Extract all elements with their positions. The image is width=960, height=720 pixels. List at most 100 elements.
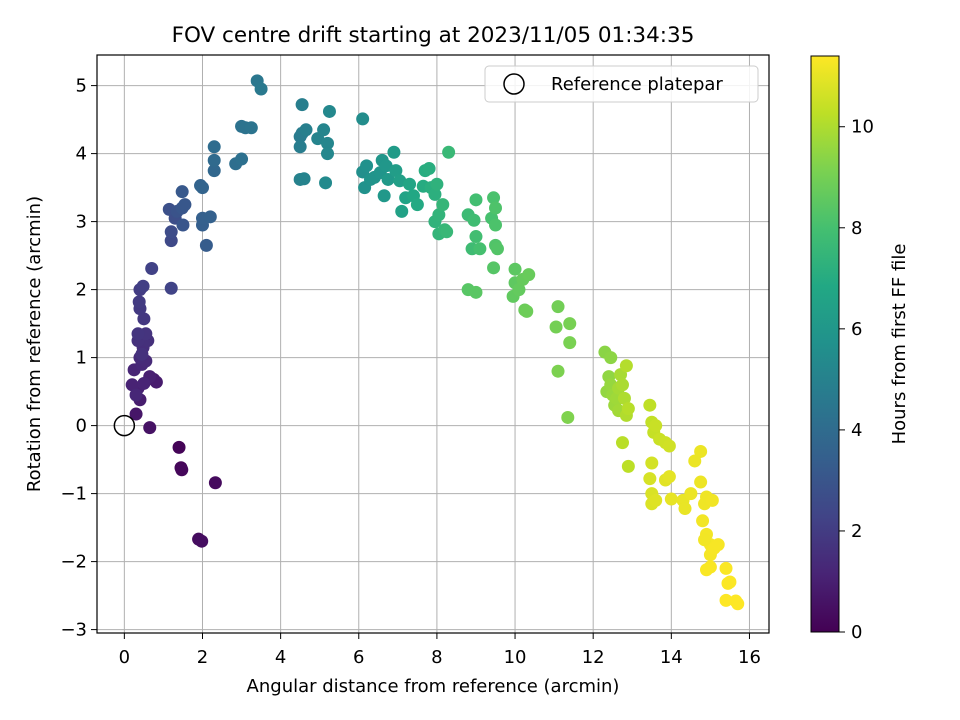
scatter-point xyxy=(551,300,565,314)
scatter-point xyxy=(403,177,417,191)
scatter-points xyxy=(125,74,745,611)
scatter-point xyxy=(508,262,522,276)
scatter-point xyxy=(145,262,159,276)
scatter-point xyxy=(662,439,676,453)
scatter-point xyxy=(164,225,178,239)
x-tick-label: 8 xyxy=(431,647,442,668)
scatter-point xyxy=(619,359,633,373)
scatter-point xyxy=(410,198,424,212)
scatter-point xyxy=(131,327,145,341)
scatter-point xyxy=(319,176,333,190)
scatter-point xyxy=(132,295,146,309)
scatter-point xyxy=(719,561,733,575)
scatter-point xyxy=(178,198,192,212)
y-tick-label: 0 xyxy=(76,416,87,437)
scatter-point xyxy=(563,336,577,350)
x-tick-label: 12 xyxy=(582,647,605,668)
scatter-point xyxy=(698,533,712,547)
y-tick-label: 3 xyxy=(76,212,87,233)
colorbar-tick-label: 6 xyxy=(851,319,862,340)
scatter-point xyxy=(143,421,157,435)
x-tick-label: 14 xyxy=(660,647,683,668)
colorbar: 0 2 4 6 8 10 Hours from first FF file xyxy=(810,55,910,643)
x-tick-label: 4 xyxy=(275,647,286,668)
scatter-point xyxy=(643,398,657,412)
y-tick-label: −3 xyxy=(60,620,87,641)
scatter-point xyxy=(520,304,534,318)
scatter-point xyxy=(422,162,436,176)
scatter-point xyxy=(207,140,221,154)
scatter-point xyxy=(551,364,565,378)
x-tick-label: 2 xyxy=(197,647,208,668)
scatter-point xyxy=(699,563,713,577)
scatter-point xyxy=(469,230,483,244)
scatter-point xyxy=(440,225,454,239)
scatter-point xyxy=(322,104,336,118)
scatter-point xyxy=(473,242,487,256)
chart-title: FOV centre drift starting at 2023/11/05 … xyxy=(172,23,695,48)
scatter-point xyxy=(512,283,526,297)
scatter-point xyxy=(705,493,719,507)
scatter-point xyxy=(688,454,702,468)
x-tick-label: 10 xyxy=(504,647,527,668)
scatter-point xyxy=(436,198,450,212)
scatter-point xyxy=(356,112,370,126)
scatter-point xyxy=(489,218,503,232)
x-axis-label: Angular distance from reference (arcmin) xyxy=(247,676,620,697)
scatter-point xyxy=(244,121,258,135)
scatter-point xyxy=(254,82,268,96)
scatter-point xyxy=(662,470,676,484)
scatter-point xyxy=(207,153,221,167)
scatter-point xyxy=(615,378,629,392)
legend: Reference platepar xyxy=(484,65,759,103)
scatter-point xyxy=(393,174,407,188)
scatter-point xyxy=(129,388,143,402)
scatter-point xyxy=(317,123,331,137)
scatter-point xyxy=(617,391,631,405)
scatter-point xyxy=(395,204,409,218)
scatter-point xyxy=(664,492,678,506)
reference-platepar-marker xyxy=(113,414,136,437)
scatter-point xyxy=(195,181,209,195)
scatter-point xyxy=(295,98,309,112)
scatter-point xyxy=(203,210,217,224)
scatter-point xyxy=(377,189,391,203)
x-tick-label: 0 xyxy=(119,647,130,668)
y-axis-ticks: −3 −2 −1 0 1 2 3 4 5 xyxy=(60,76,97,641)
scatter-point xyxy=(621,402,635,416)
scatter-point xyxy=(360,159,374,173)
scatter-point xyxy=(487,191,501,205)
scatter-point xyxy=(175,185,189,199)
scatter-point xyxy=(649,419,663,433)
scatter-point xyxy=(469,193,483,207)
plot-frame xyxy=(96,54,770,634)
scatter-point xyxy=(719,593,733,607)
scatter-point xyxy=(604,351,618,365)
scatter-point xyxy=(563,317,577,331)
scatter-point xyxy=(621,459,635,473)
colorbar-tick-label: 8 xyxy=(851,218,862,239)
scatter-point xyxy=(696,514,710,528)
colorbar-tick-label: 2 xyxy=(851,521,862,542)
scatter-point xyxy=(125,378,139,392)
scatter-point xyxy=(694,475,708,489)
scatter-point xyxy=(432,208,446,222)
scatter-point xyxy=(208,476,222,490)
scatter-point xyxy=(299,123,313,137)
scatter-point xyxy=(381,172,395,186)
scatter-point xyxy=(235,152,249,166)
scatter-point xyxy=(711,538,725,552)
colorbar-tick-label: 0 xyxy=(851,622,862,643)
scatter-point xyxy=(615,436,629,450)
scatter-point xyxy=(137,312,151,326)
legend-marker xyxy=(503,73,525,95)
scatter-point xyxy=(321,136,335,150)
scatter-point xyxy=(489,201,503,215)
scatter-point xyxy=(176,218,190,232)
scatter-point xyxy=(442,145,456,159)
scatter-point xyxy=(175,463,189,477)
scatter-point xyxy=(561,410,575,424)
colorbar-tick-label: 10 xyxy=(851,117,874,138)
colorbar-ticks: 0 2 4 6 8 10 xyxy=(839,117,874,643)
